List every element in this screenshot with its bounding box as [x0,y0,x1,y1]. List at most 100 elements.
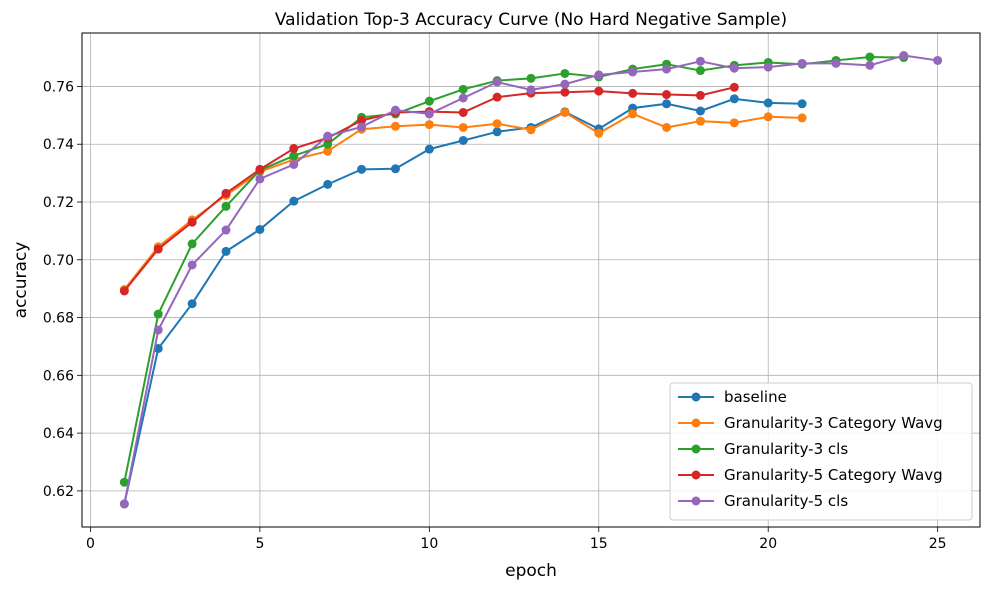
legend-box [669,382,973,521]
x-tick-label: 20 [759,536,777,552]
data-point [390,105,400,115]
x-axis-ticks: 0 5 10 15 20 25 [86,527,947,552]
data-point [323,179,333,189]
data-point [628,67,638,77]
x-tick-label: 25 [929,536,947,552]
legend-marker [691,418,701,428]
data-point [357,116,367,126]
data-point [221,201,231,211]
y-tick-label: 0.76 [43,79,74,95]
data-point [492,127,502,137]
legend-label: baseline [724,388,787,406]
x-axis-label: epoch [505,561,557,581]
data-point [594,86,604,96]
data-point [187,239,197,249]
data-point [695,116,705,126]
data-point [458,122,468,132]
data-point [119,286,129,296]
x-tick-label: 0 [86,536,95,552]
data-point [560,79,570,89]
legend-marker [691,392,701,402]
data-point [695,106,705,116]
data-point [289,159,299,169]
legend-item-granularity-3-cls: Granularity-3 cls [678,440,848,458]
data-point [797,113,807,123]
data-point [662,122,672,132]
data-point [323,146,333,156]
legend-label: Granularity-3 Category Wavg [724,414,943,432]
data-point [594,128,604,138]
legend-item-granularity-3-category-wavg: Granularity-3 Category Wavg [678,414,943,432]
data-point [289,144,299,154]
plot-frame [81,32,981,528]
data-point [662,64,672,74]
data-point [323,139,333,149]
chart-title: Validation Top-3 Accuracy Curve (No Hard… [275,10,787,30]
data-point [289,151,299,161]
data-point [865,60,875,70]
data-point [594,70,604,80]
data-point [187,217,197,227]
data-point [831,58,841,68]
legend-label: Granularity-3 cls [724,440,848,458]
data-point [255,164,265,174]
data-point [323,131,333,141]
data-point [424,120,434,130]
legend-marker [691,444,701,454]
data-point [119,499,129,509]
data-point [492,119,502,129]
data-point [458,107,468,117]
y-tick-label: 0.74 [43,137,74,153]
data-point [628,88,638,98]
data-point [153,325,163,335]
data-point [390,121,400,131]
legend: baseline Granularity-3 Category Wavg Granu… [669,382,973,521]
data-point [695,66,705,76]
y-tick-label: 0.70 [43,253,74,269]
y-tick-label: 0.68 [43,311,74,327]
series-baseline [119,94,807,509]
data-point [221,246,231,256]
data-point [899,51,909,61]
data-point [424,109,434,119]
data-point [729,118,739,128]
data-point [526,73,536,83]
y-axis-ticks: 0.62 0.64 0.66 0.68 0.70 0.72 0.74 0.76 [43,79,82,500]
data-point [763,62,773,72]
data-point [560,107,570,117]
data-point [695,56,705,66]
data-point [797,99,807,109]
data-point [628,109,638,119]
data-point [797,58,807,68]
data-point [187,299,197,309]
data-point [492,92,502,102]
data-point [255,174,265,184]
data-point [560,68,570,78]
series-lines [119,51,943,509]
y-tick-label: 0.66 [43,368,74,384]
data-point [390,164,400,174]
data-point [729,63,739,73]
data-point [526,85,536,95]
data-point [221,188,231,198]
data-point [221,225,231,235]
data-point [153,244,163,254]
y-tick-label: 0.64 [43,426,74,442]
data-point [289,196,299,206]
data-point [357,122,367,132]
data-point [695,90,705,100]
series-line-granularity-3-cls [123,55,904,483]
data-point [187,260,197,270]
data-point [424,96,434,106]
legend-label: Granularity-5 cls [724,492,848,510]
legend-marker [691,470,701,480]
data-point [763,98,773,108]
data-point [492,77,502,87]
data-point [119,477,129,487]
legend-item-granularity-5-cls: Granularity-5 cls [678,492,848,510]
legend-item-granularity-5-category-wavg: Granularity-5 Category Wavg [678,466,943,484]
legend-label: Granularity-5 Category Wavg [724,466,943,484]
series-granularity-3-category-wavg [119,107,807,295]
x-tick-label: 10 [420,536,438,552]
